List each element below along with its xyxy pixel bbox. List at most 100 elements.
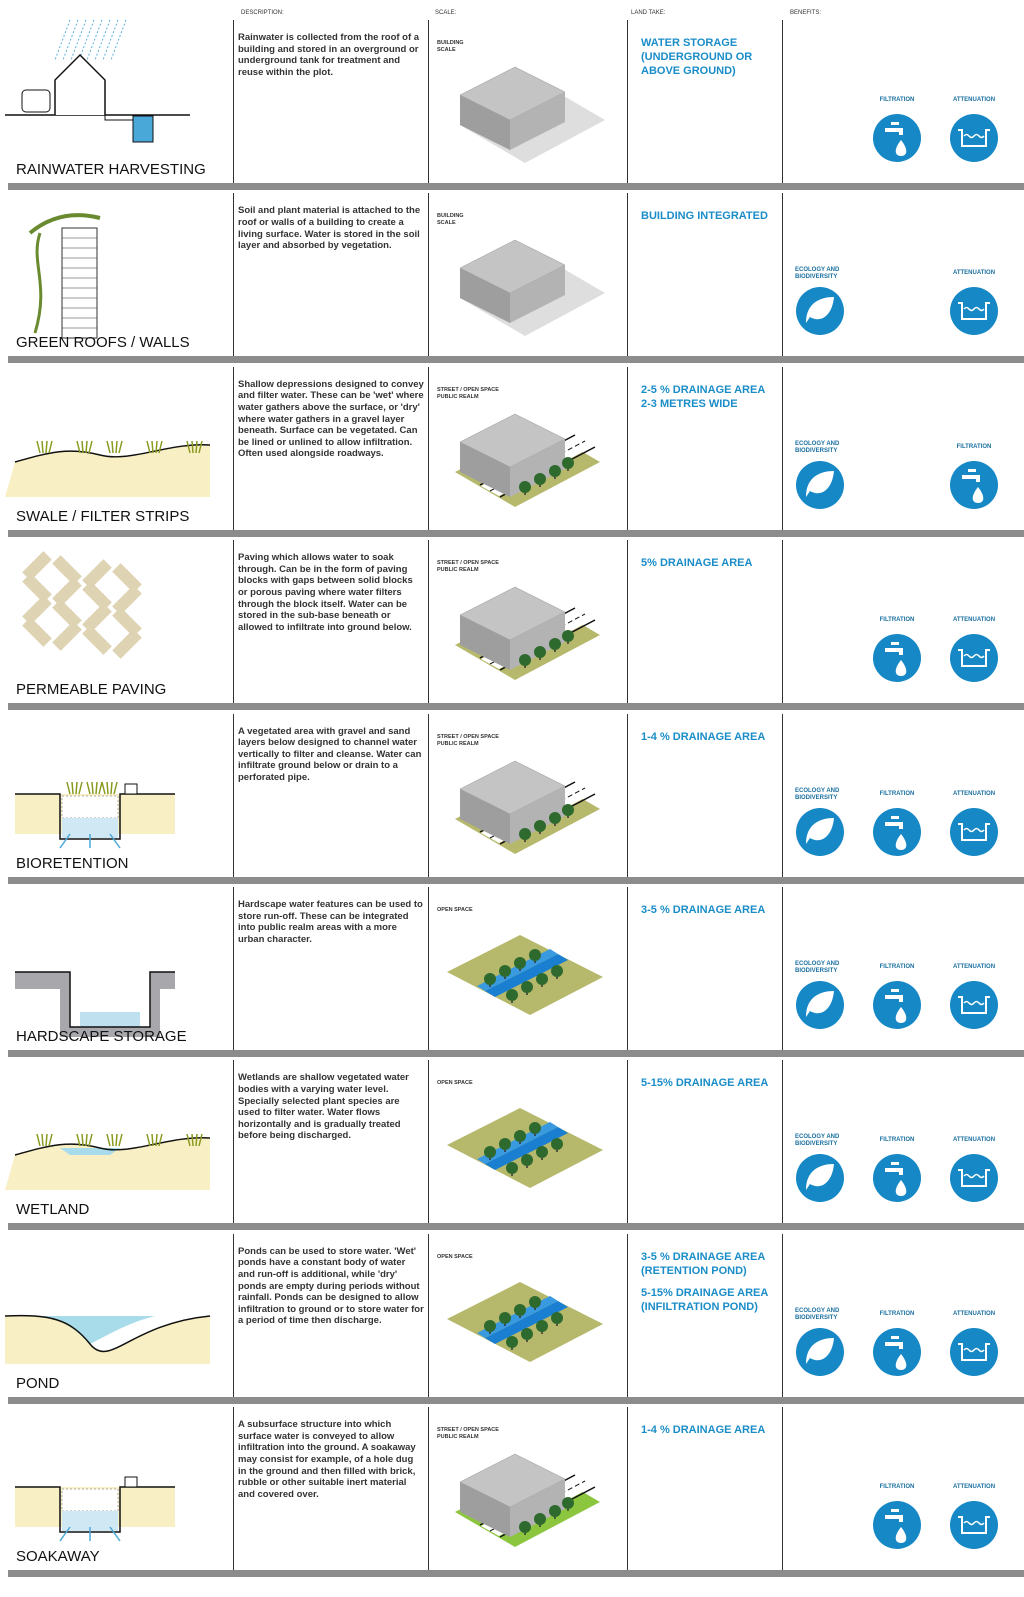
tree [484, 973, 496, 985]
tree [514, 957, 526, 969]
land-take: 5% DRAINAGE AREA [641, 556, 781, 570]
tree [529, 949, 541, 961]
flow-arrow [59, 833, 71, 849]
scale-label: OPEN SPACE [437, 1080, 473, 1087]
table-row: BIORETENTION A vegetated area with gravel… [0, 713, 1024, 887]
rain [86, 20, 103, 61]
scale-line: SCALE [437, 220, 456, 227]
plant [198, 440, 203, 453]
ground [5, 1315, 210, 1364]
scale-line: SCALE [437, 47, 456, 53]
row-separator [8, 1223, 1024, 1231]
water-channel [485, 1127, 568, 1171]
benefit-label: FILTRATION [879, 790, 915, 797]
benefit-label: ATTENUATION [952, 964, 996, 970]
paver [22, 595, 52, 626]
house [54, 53, 106, 115]
tree [519, 1521, 531, 1534]
gravel-layer [61, 795, 119, 819]
drop [895, 660, 907, 677]
rain [54, 20, 71, 61]
leaf [806, 297, 834, 324]
tree [514, 1303, 526, 1316]
plant [111, 1134, 114, 1147]
land-take: 2-5 % DRAINAGE AREA 2-3 METRES WIDE [641, 383, 781, 411]
land-take-line: 1-4 % DRAINAGE AREA [641, 730, 766, 743]
benefit-label: ECOLOGY AND BIODIVERSITY [795, 787, 840, 801]
building-front [460, 268, 510, 324]
row-separator [8, 183, 1024, 190]
row-separator [8, 1396, 1024, 1404]
water [80, 1012, 140, 1027]
scale-line: PUBLIC REALM [437, 1434, 479, 1441]
land-take-line: 2-3 METRES WIDE [641, 397, 738, 410]
leaf [806, 1337, 834, 1364]
plant [115, 1134, 118, 1147]
benefit-label: ATTENUATION [952, 617, 996, 624]
table-row: WETLAND Wetlands are shallow vegetated wa… [0, 1060, 1024, 1233]
scale-line: PUBLIC REALM [437, 393, 479, 400]
plant [110, 781, 113, 794]
water-layer [62, 1511, 118, 1532]
scale-label: STREET / OPEN SPACE PUBLIC REALM [437, 734, 499, 748]
benefit-icon [950, 287, 998, 336]
tap [885, 128, 903, 135]
tree [499, 1138, 511, 1151]
technique-name: SWALE / FILTER STRIPS [16, 507, 190, 525]
plant [98, 781, 103, 794]
land-take-line: 1-4 % DRAINAGE AREA [641, 1424, 766, 1437]
building-side [510, 92, 565, 150]
plant [155, 1134, 158, 1147]
benefit-icon [873, 1154, 921, 1203]
description: Paving which allows water to soak throug… [238, 552, 413, 633]
land-take: 5-15% DRAINAGE AREA [641, 1076, 781, 1090]
tap [885, 1341, 903, 1349]
tap-handle [891, 1162, 899, 1166]
plant [106, 1134, 111, 1147]
wave [963, 1520, 985, 1526]
plant [81, 440, 84, 453]
benefit-icon [950, 1154, 998, 1203]
tap-handle [891, 122, 899, 125]
rain [62, 20, 79, 61]
row-graphics [8, 193, 1024, 364]
paver [52, 577, 82, 608]
paver [52, 599, 82, 630]
scale-label: OPEN SPACE [437, 1254, 473, 1261]
benefit-icon [950, 460, 998, 509]
water-channel [485, 1300, 568, 1344]
table-row: SOAKAWAY A subsurface structure into whic… [0, 1407, 1024, 1580]
benefit-label: ECOLOGY AND BIODIVERSITY [795, 1134, 840, 1148]
plant [186, 440, 191, 453]
ground-line [14, 443, 211, 463]
plant [106, 781, 109, 794]
benefit-icon [873, 114, 921, 162]
plant [158, 440, 163, 453]
drop [895, 1007, 907, 1023]
leaf [806, 1164, 834, 1191]
plant [111, 440, 114, 453]
tap-handle [891, 1335, 899, 1339]
scale-line: BUILDING [437, 213, 464, 220]
benefit-label: ECOLOGY AND BIODIVERSITY [795, 1307, 840, 1321]
header-label: SCALE: [435, 10, 457, 16]
plant [41, 440, 44, 453]
gravel-layer [61, 1488, 119, 1512]
wave [963, 827, 985, 832]
kerb [124, 1476, 138, 1488]
wave [963, 1347, 985, 1353]
plant [45, 440, 48, 453]
benefit-icon [950, 114, 998, 162]
basin [958, 649, 990, 668]
tree [562, 630, 574, 643]
building-front [460, 615, 510, 671]
plant [48, 1134, 53, 1147]
benefit-label: ATTENUATION [952, 270, 996, 277]
drop [895, 1180, 907, 1197]
benefit-label: FILTRATION [879, 964, 915, 970]
edge-line [15, 971, 175, 1028]
benefit-icon [950, 981, 998, 1029]
benefit-label: FILTRATION [956, 443, 992, 450]
basin [958, 822, 990, 841]
benefit-label: FILTRATION [879, 617, 915, 624]
